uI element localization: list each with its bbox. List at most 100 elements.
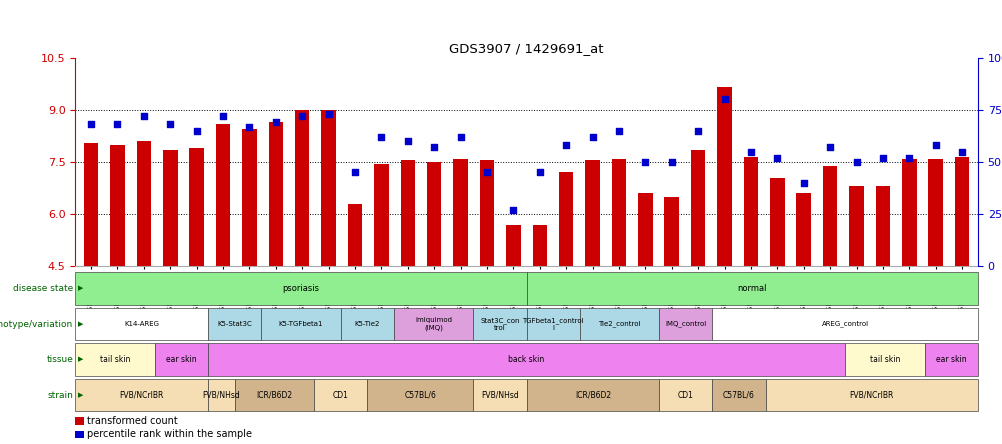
Point bbox=[715, 96, 731, 103]
Bar bbox=[765, 379, 977, 412]
Point bbox=[557, 142, 573, 149]
Bar bbox=[742, 157, 758, 266]
Text: normal: normal bbox=[736, 284, 767, 293]
Bar bbox=[295, 110, 310, 266]
Bar bbox=[716, 87, 731, 266]
Bar bbox=[579, 308, 658, 341]
Bar bbox=[585, 160, 599, 266]
Bar bbox=[473, 379, 526, 412]
Bar bbox=[207, 379, 234, 412]
Text: ▶: ▶ bbox=[78, 321, 83, 327]
Point bbox=[268, 119, 284, 126]
Bar bbox=[711, 308, 977, 341]
Text: ear skin: ear skin bbox=[166, 355, 196, 364]
Bar bbox=[75, 417, 84, 425]
Bar bbox=[154, 343, 207, 376]
Bar bbox=[822, 166, 837, 266]
Point bbox=[742, 148, 759, 155]
Text: strain: strain bbox=[47, 391, 73, 400]
Text: FVB/NCrIBR: FVB/NCrIBR bbox=[119, 391, 163, 400]
Point bbox=[479, 169, 495, 176]
Bar bbox=[473, 308, 526, 341]
Bar bbox=[261, 308, 341, 341]
Bar bbox=[901, 159, 916, 266]
Bar bbox=[770, 178, 784, 266]
Point bbox=[135, 113, 151, 120]
Text: FVB/NHsd: FVB/NHsd bbox=[481, 391, 518, 400]
Bar bbox=[75, 343, 154, 376]
Text: K5-Stat3C: K5-Stat3C bbox=[217, 321, 252, 327]
Text: imiquimod
(IMQ): imiquimod (IMQ) bbox=[415, 317, 452, 331]
Text: transformed count: transformed count bbox=[87, 416, 178, 426]
Point bbox=[214, 113, 230, 120]
Bar bbox=[241, 129, 257, 266]
Point bbox=[188, 127, 204, 134]
Bar bbox=[321, 110, 336, 266]
Bar bbox=[526, 308, 579, 341]
Bar bbox=[75, 431, 84, 438]
Point bbox=[241, 123, 258, 130]
Text: ear skin: ear skin bbox=[935, 355, 966, 364]
Point bbox=[426, 144, 442, 151]
Bar bbox=[526, 379, 658, 412]
Point bbox=[452, 134, 468, 141]
Text: ▶: ▶ bbox=[78, 285, 83, 292]
Text: AREG_control: AREG_control bbox=[821, 321, 868, 328]
Point bbox=[610, 127, 626, 134]
Point bbox=[848, 159, 864, 166]
Bar bbox=[453, 159, 467, 266]
Bar bbox=[849, 186, 863, 266]
Bar bbox=[875, 186, 889, 266]
Text: TGFbeta1_control
l: TGFbeta1_control l bbox=[522, 317, 583, 331]
Bar bbox=[189, 148, 203, 266]
Bar bbox=[75, 379, 207, 412]
Bar bbox=[526, 272, 977, 305]
Point bbox=[636, 159, 652, 166]
Point bbox=[795, 179, 811, 186]
Bar bbox=[611, 159, 625, 266]
Bar bbox=[506, 225, 520, 266]
Bar bbox=[954, 157, 968, 266]
Bar bbox=[658, 379, 711, 412]
Point bbox=[953, 148, 969, 155]
Text: psoriasis: psoriasis bbox=[283, 284, 319, 293]
Bar bbox=[75, 272, 526, 305]
Point bbox=[927, 142, 943, 149]
Point bbox=[822, 144, 838, 151]
Point bbox=[584, 134, 600, 141]
Text: back skin: back skin bbox=[508, 355, 544, 364]
Bar bbox=[658, 308, 711, 341]
Title: GDS3907 / 1429691_at: GDS3907 / 1429691_at bbox=[449, 42, 603, 55]
Bar bbox=[367, 379, 473, 412]
Text: IMQ_control: IMQ_control bbox=[664, 321, 705, 328]
Bar bbox=[663, 197, 678, 266]
Bar bbox=[162, 150, 177, 266]
Text: disease state: disease state bbox=[13, 284, 73, 293]
Bar bbox=[845, 343, 924, 376]
Bar bbox=[690, 150, 704, 266]
Bar bbox=[269, 122, 283, 266]
Text: C57BL/6: C57BL/6 bbox=[722, 391, 755, 400]
Point bbox=[347, 169, 363, 176]
Bar bbox=[348, 204, 362, 266]
Point bbox=[162, 121, 178, 128]
Text: CD1: CD1 bbox=[333, 391, 349, 400]
Point bbox=[901, 155, 917, 162]
Point bbox=[321, 111, 337, 118]
Text: percentile rank within the sample: percentile rank within the sample bbox=[87, 429, 253, 440]
Text: Tie2_control: Tie2_control bbox=[597, 321, 640, 328]
Point bbox=[769, 155, 785, 162]
Text: Stat3C_con
trol: Stat3C_con trol bbox=[480, 317, 519, 331]
Text: ICR/B6D2: ICR/B6D2 bbox=[574, 391, 610, 400]
Bar bbox=[374, 164, 388, 266]
Point bbox=[373, 134, 389, 141]
Point bbox=[531, 169, 547, 176]
Text: tissue: tissue bbox=[46, 355, 73, 364]
Bar bbox=[796, 194, 811, 266]
Bar bbox=[711, 379, 765, 412]
Point bbox=[505, 206, 521, 214]
Point bbox=[689, 127, 705, 134]
Bar bbox=[532, 225, 546, 266]
Bar bbox=[215, 124, 230, 266]
Text: ICR/B6D2: ICR/B6D2 bbox=[257, 391, 293, 400]
